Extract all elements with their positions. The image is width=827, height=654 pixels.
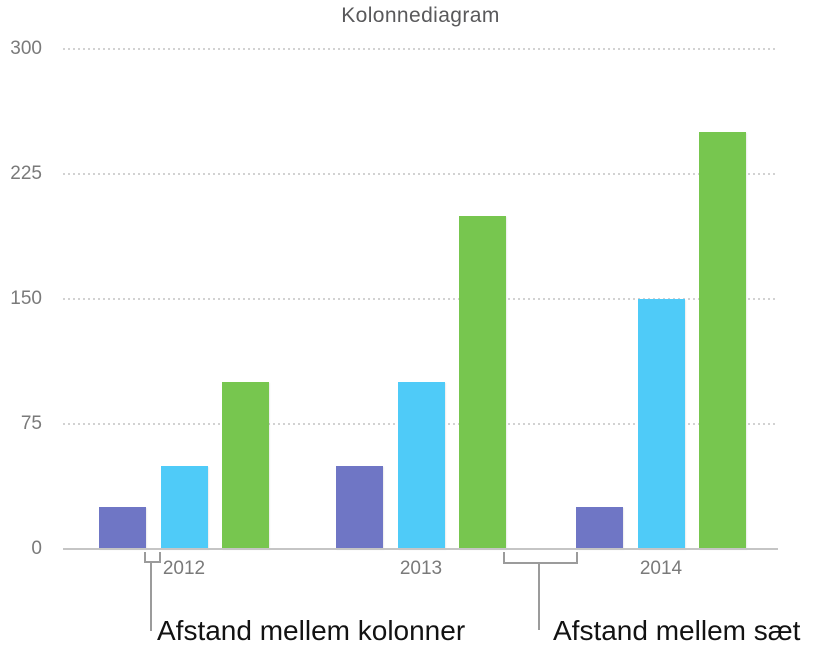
bar-2012-series3	[222, 382, 269, 549]
bar-2014-series3	[699, 132, 746, 549]
set-gap-bracket	[503, 552, 578, 564]
chart-title: Kolonnediagram	[341, 4, 500, 27]
y-tick-label-75: 75	[20, 413, 42, 434]
bar-2014-series2	[637, 299, 685, 549]
column-gap-bracket	[144, 552, 161, 563]
x-tick-label-2012: 2012	[162, 558, 206, 579]
x-tick-label-2014: 2014	[639, 558, 683, 579]
y-tick-label-225: 225	[10, 163, 42, 184]
y-tick-label-300: 300	[10, 38, 42, 59]
bar-2013-series3	[459, 215, 506, 549]
bar-2013-series2	[397, 382, 445, 549]
x-tick-label-2013: 2013	[399, 558, 443, 579]
gridline-300	[63, 48, 778, 50]
bar-2012-series1	[99, 507, 146, 549]
bar-2012-series2	[160, 465, 208, 549]
column-gap-callout-line	[150, 561, 152, 631]
column-gap-label: Afstand mellem kolonner	[157, 615, 466, 646]
y-tick-label-150: 150	[10, 288, 42, 309]
set-gap-callout-line	[538, 562, 540, 630]
bar-2014-series1	[576, 507, 623, 549]
gridline-225	[63, 173, 778, 175]
bar-2013-series1	[336, 465, 383, 549]
set-gap-label: Afstand mellem sæt	[553, 615, 801, 646]
gridline-150	[63, 298, 778, 300]
y-tick-label-0: 0	[31, 538, 42, 559]
x-axis-line	[63, 548, 778, 550]
